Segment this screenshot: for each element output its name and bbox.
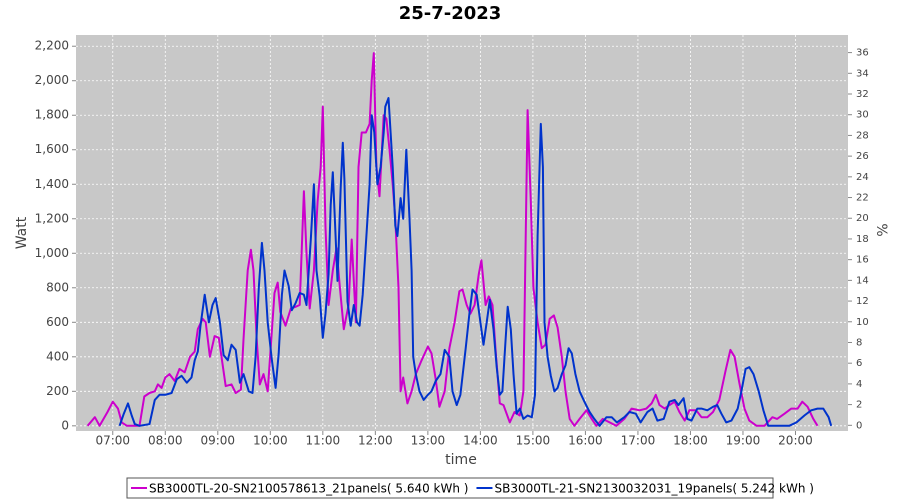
plot-layer xyxy=(76,35,848,431)
y2-tick-label: 16 xyxy=(856,255,869,266)
y2-tick-label: 26 xyxy=(856,151,869,162)
x-tick-label: 16:00 xyxy=(568,434,603,448)
x-tick-label: 13:00 xyxy=(411,434,446,448)
x-tick-label: 14:00 xyxy=(463,434,498,448)
plot-area xyxy=(76,35,848,431)
x-tick-label: 17:00 xyxy=(621,434,656,448)
y2-tick-label: 24 xyxy=(856,172,869,183)
y-tick-label: 1,600 xyxy=(35,142,69,156)
x-tick-label: 20:00 xyxy=(778,434,813,448)
y2-tick-label: 34 xyxy=(856,68,869,79)
series-line xyxy=(86,52,819,427)
x-tick-label: 10:00 xyxy=(253,434,288,448)
y-tick-label: 1,200 xyxy=(35,211,69,225)
y2-tick-label: 36 xyxy=(856,48,869,59)
y2-tick-label: 6 xyxy=(856,358,862,369)
chart-title: 25-7-2023 xyxy=(399,3,502,24)
y-tick-label: 400 xyxy=(46,349,69,363)
y2-tick-label: 8 xyxy=(856,337,862,348)
y-axis-title: Watt xyxy=(14,216,30,249)
x-tick-label: 08:00 xyxy=(148,434,183,448)
x-tick-label: 12:00 xyxy=(358,434,393,448)
y-tick-label: 1,000 xyxy=(35,246,69,260)
y-tick-label: 2,000 xyxy=(35,73,69,87)
y2-tick-label: 0 xyxy=(856,420,862,431)
y2-tick-label: 32 xyxy=(856,89,869,100)
y2-tick-label: 2 xyxy=(856,400,862,411)
legend-label: SB3000TL-21-SN2130032031_19panels( 5.242… xyxy=(494,482,813,496)
x-tick-label: 09:00 xyxy=(200,434,235,448)
x-tick-label: 15:00 xyxy=(516,434,551,448)
legend xyxy=(126,477,774,499)
y2-tick-label: 20 xyxy=(856,213,869,224)
y2-tick-label: 14 xyxy=(856,275,869,286)
y-tick-label: 1,800 xyxy=(35,108,69,122)
x-tick-label: 07:00 xyxy=(95,434,130,448)
x-tick-label: 19:00 xyxy=(726,434,761,448)
y2-tick-label: 10 xyxy=(856,317,869,328)
y-tick-label: 200 xyxy=(46,384,69,398)
y2-tick-label: 22 xyxy=(856,193,869,204)
y2-tick-label: 4 xyxy=(856,379,862,390)
y2-tick-label: 30 xyxy=(856,110,869,121)
y-tick-label: 800 xyxy=(46,280,69,294)
series-line xyxy=(118,97,833,427)
y-tick-label: 600 xyxy=(46,315,69,329)
y2-axis-title: % xyxy=(873,223,889,236)
y2-tick-label: 12 xyxy=(856,296,869,307)
x-tick-label: 11:00 xyxy=(306,434,341,448)
y-tick-label: 1,400 xyxy=(35,177,69,191)
y-tick-label: 2,200 xyxy=(35,39,69,53)
y2-tick-label: 18 xyxy=(856,234,869,245)
y2-tick-label: 28 xyxy=(856,130,869,141)
x-axis-title: time xyxy=(445,452,477,468)
x-tick-label: 18:00 xyxy=(673,434,708,448)
legend-label: SB3000TL-20-SN2100578613_21panels( 5.640… xyxy=(149,482,468,496)
y-tick-label: 0 xyxy=(61,418,69,432)
